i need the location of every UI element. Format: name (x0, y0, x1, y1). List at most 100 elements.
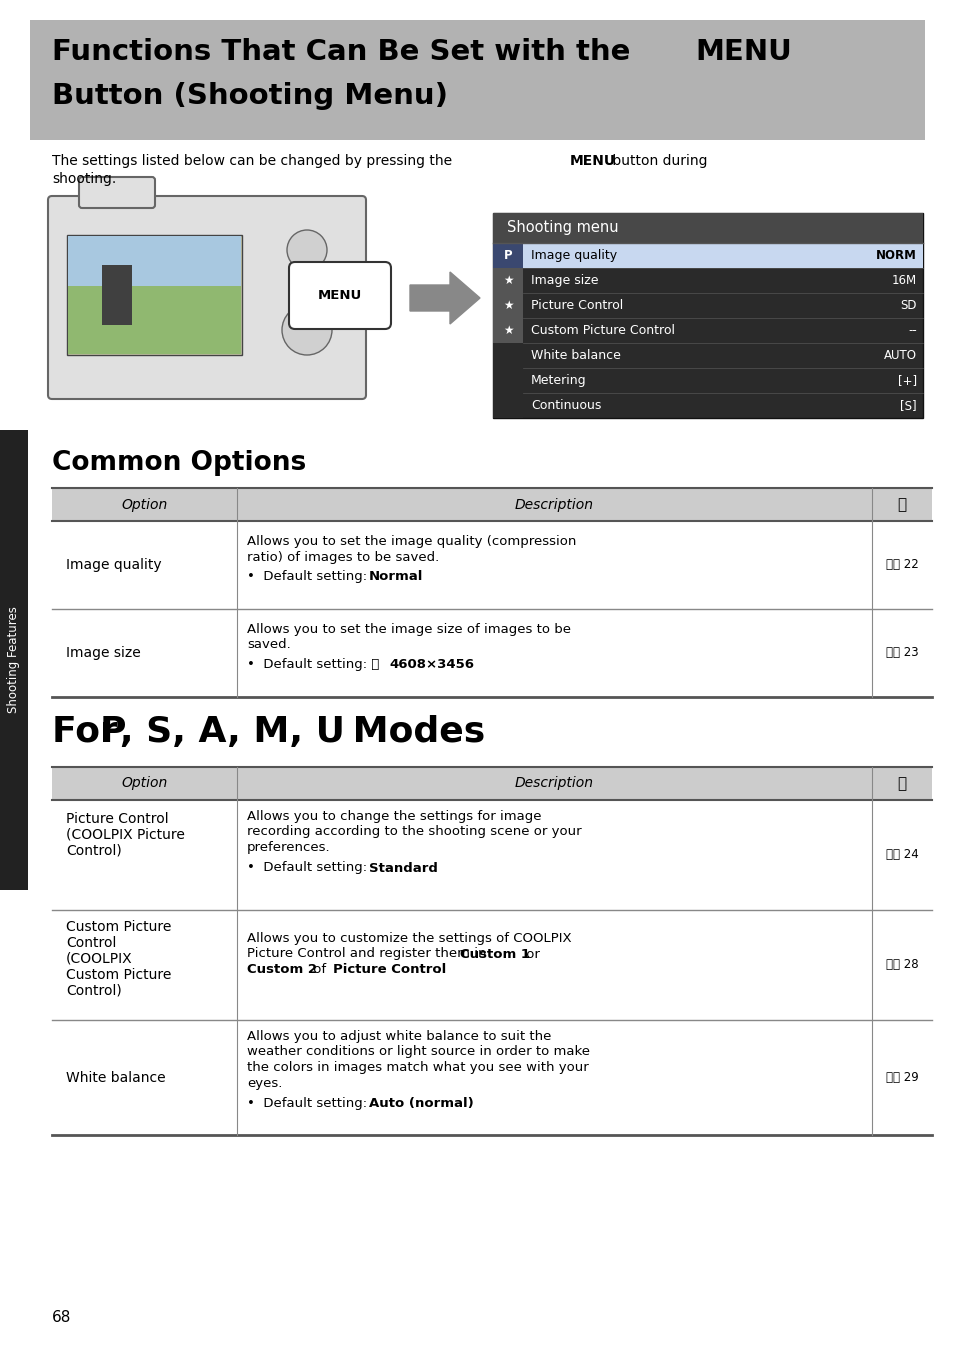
Text: button during: button during (607, 153, 707, 168)
Text: •  Default setting:: • Default setting: (247, 1098, 371, 1110)
Text: Custom 1: Custom 1 (459, 947, 530, 960)
Text: Control: Control (66, 936, 116, 950)
Text: preferences.: preferences. (247, 841, 331, 854)
Text: Image quality: Image quality (531, 249, 617, 262)
Text: For: For (52, 716, 131, 749)
Bar (52, 488, 931, 521)
FancyBboxPatch shape (289, 262, 391, 330)
Text: Option: Option (121, 776, 168, 791)
Text: NORM: NORM (875, 249, 916, 262)
Text: AUTO: AUTO (883, 348, 916, 362)
Text: Control): Control) (66, 845, 122, 858)
Text: Common Options: Common Options (52, 451, 306, 476)
Bar (68, 235, 241, 286)
Bar (493, 293, 522, 317)
Text: Image size: Image size (66, 646, 141, 660)
Text: Description: Description (515, 776, 594, 791)
Text: 👁👁 22: 👁👁 22 (884, 558, 918, 572)
Bar (493, 213, 923, 243)
Bar (67, 235, 242, 355)
Text: MENU: MENU (317, 289, 362, 303)
Text: 👁👁 29: 👁👁 29 (884, 1071, 918, 1084)
Text: Image quality: Image quality (66, 558, 161, 572)
Bar (493, 243, 522, 268)
Text: Standard: Standard (369, 862, 437, 874)
Bar (52, 521, 931, 609)
Text: shooting.: shooting. (52, 172, 116, 186)
Bar (493, 317, 522, 343)
Text: •  Default setting:: • Default setting: (247, 570, 371, 582)
Text: or: or (521, 947, 539, 960)
Text: •  Default setting:: • Default setting: (247, 862, 371, 874)
Text: ★: ★ (502, 324, 513, 338)
Text: 👁👁 23: 👁👁 23 (884, 647, 918, 659)
Text: Picture Control: Picture Control (66, 812, 169, 826)
Bar (493, 343, 522, 369)
Text: Picture Control: Picture Control (333, 963, 446, 976)
Text: Description: Description (515, 498, 594, 511)
Text: Functions That Can Be Set with the: Functions That Can Be Set with the (52, 38, 639, 66)
Text: Allows you to customize the settings of COOLPIX: Allows you to customize the settings of … (247, 932, 571, 946)
Bar (522, 243, 923, 268)
Bar (493, 213, 923, 418)
Text: The settings listed below can be changed by pressing the: The settings listed below can be changed… (52, 153, 456, 168)
Text: Allows you to set the image quality (compression: Allows you to set the image quality (com… (247, 535, 576, 547)
Text: Custom 2: Custom 2 (247, 963, 316, 976)
Text: Image size: Image size (531, 274, 598, 286)
Bar (52, 609, 931, 697)
Text: 16M: 16M (891, 274, 916, 286)
Bar (68, 286, 241, 354)
Text: P, S, A, M, U: P, S, A, M, U (100, 716, 345, 749)
Bar (52, 767, 931, 800)
Text: --: -- (907, 324, 916, 338)
Bar (52, 911, 931, 1020)
Text: White balance: White balance (531, 348, 620, 362)
Text: Picture Control: Picture Control (531, 299, 622, 312)
Text: [S]: [S] (900, 399, 916, 412)
Text: Custom Picture Control: Custom Picture Control (531, 324, 675, 338)
Text: 4608×3456: 4608×3456 (389, 658, 474, 671)
Text: MENU: MENU (569, 153, 616, 168)
Text: SD: SD (900, 299, 916, 312)
Text: Allows you to set the image size of images to be: Allows you to set the image size of imag… (247, 623, 571, 636)
Text: .: . (436, 963, 440, 976)
Text: Option: Option (121, 498, 168, 511)
Text: of: of (309, 963, 330, 976)
Text: saved.: saved. (247, 639, 291, 651)
Bar (493, 268, 522, 293)
Text: (COOLPIX Picture: (COOLPIX Picture (66, 829, 185, 842)
Text: (COOLPIX: (COOLPIX (66, 952, 132, 966)
Text: MENU: MENU (695, 38, 791, 66)
Bar (102, 265, 132, 325)
Text: ★: ★ (502, 274, 513, 286)
Text: 👁👁 24: 👁👁 24 (884, 849, 918, 862)
Text: Control): Control) (66, 985, 122, 998)
Circle shape (282, 305, 332, 355)
Text: [+]: [+] (897, 374, 916, 387)
Text: Custom Picture: Custom Picture (66, 920, 172, 933)
Text: White balance: White balance (66, 1071, 166, 1084)
Text: Auto (normal): Auto (normal) (369, 1098, 474, 1110)
Text: Picture Control and register them in: Picture Control and register them in (247, 947, 490, 960)
Bar (52, 800, 931, 911)
Bar (52, 1020, 931, 1135)
Text: ★: ★ (502, 299, 513, 312)
Bar (493, 393, 522, 418)
FancyBboxPatch shape (48, 196, 366, 399)
Text: Shooting Features: Shooting Features (8, 607, 20, 713)
Text: 👁👁 28: 👁👁 28 (884, 959, 918, 971)
Bar (0, 430, 28, 890)
Text: P: P (503, 249, 512, 262)
Text: Button (Shooting Menu): Button (Shooting Menu) (52, 82, 448, 110)
Text: Normal: Normal (369, 570, 423, 582)
Text: ratio) of images to be saved.: ratio) of images to be saved. (247, 550, 438, 564)
Text: •  Default setting: Ⓘ: • Default setting: Ⓘ (247, 658, 383, 671)
Bar (30, 20, 924, 140)
Text: Allows you to change the settings for image: Allows you to change the settings for im… (247, 810, 541, 823)
Text: 📖: 📖 (897, 776, 905, 791)
Text: Allows you to adjust white balance to suit the: Allows you to adjust white balance to su… (247, 1030, 551, 1042)
Text: recording according to the shooting scene or your: recording according to the shooting scen… (247, 826, 581, 838)
Polygon shape (410, 272, 479, 324)
Text: Shooting menu: Shooting menu (506, 221, 618, 235)
Text: Continuous: Continuous (531, 399, 600, 412)
